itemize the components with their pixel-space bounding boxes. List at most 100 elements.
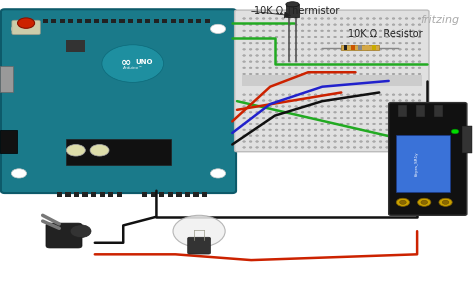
Circle shape <box>346 129 349 131</box>
Circle shape <box>314 105 317 107</box>
Circle shape <box>262 61 265 62</box>
Circle shape <box>282 147 284 148</box>
Circle shape <box>360 49 363 50</box>
Circle shape <box>308 73 310 75</box>
Circle shape <box>282 135 284 136</box>
Circle shape <box>282 18 284 19</box>
Circle shape <box>320 135 323 136</box>
Circle shape <box>392 73 395 75</box>
Circle shape <box>399 67 401 69</box>
Circle shape <box>249 67 252 69</box>
Circle shape <box>243 147 246 148</box>
Circle shape <box>320 123 323 125</box>
Circle shape <box>334 94 337 96</box>
Bar <box>286 4 299 17</box>
Circle shape <box>405 117 408 119</box>
Circle shape <box>418 100 421 101</box>
Circle shape <box>360 129 363 131</box>
Circle shape <box>262 111 265 113</box>
Circle shape <box>288 42 291 44</box>
Circle shape <box>308 100 310 101</box>
Circle shape <box>269 61 272 62</box>
Circle shape <box>295 67 298 69</box>
Circle shape <box>308 117 310 119</box>
Circle shape <box>353 141 356 142</box>
Circle shape <box>340 105 343 107</box>
Text: ∞: ∞ <box>120 56 131 68</box>
Circle shape <box>340 141 343 142</box>
Circle shape <box>340 135 343 136</box>
Circle shape <box>314 111 317 113</box>
Circle shape <box>262 42 265 44</box>
Circle shape <box>405 49 408 50</box>
Circle shape <box>320 111 323 113</box>
Circle shape <box>385 123 388 125</box>
Text: UNO: UNO <box>136 59 153 65</box>
Circle shape <box>399 111 401 113</box>
Circle shape <box>308 18 310 19</box>
Circle shape <box>301 100 304 101</box>
Circle shape <box>255 117 258 119</box>
Circle shape <box>282 67 284 69</box>
Circle shape <box>288 61 291 62</box>
Circle shape <box>346 94 349 96</box>
Circle shape <box>411 111 414 113</box>
Circle shape <box>255 36 258 38</box>
Bar <box>111 19 116 23</box>
Circle shape <box>379 73 382 75</box>
Circle shape <box>308 123 310 125</box>
Circle shape <box>282 24 284 25</box>
Circle shape <box>405 100 408 101</box>
Bar <box>162 19 167 23</box>
Ellipse shape <box>286 2 299 7</box>
Circle shape <box>255 105 258 107</box>
Circle shape <box>275 18 278 19</box>
Circle shape <box>327 67 330 69</box>
Circle shape <box>340 73 343 75</box>
Circle shape <box>411 94 414 96</box>
Circle shape <box>418 24 421 25</box>
Circle shape <box>418 94 421 96</box>
Circle shape <box>327 111 330 113</box>
Circle shape <box>269 18 272 19</box>
Circle shape <box>366 61 369 62</box>
Bar <box>51 19 56 23</box>
Circle shape <box>327 73 330 75</box>
Circle shape <box>392 36 395 38</box>
Circle shape <box>275 123 278 125</box>
Circle shape <box>295 111 298 113</box>
Circle shape <box>308 141 310 142</box>
Circle shape <box>360 117 363 119</box>
Circle shape <box>418 55 421 56</box>
Circle shape <box>411 61 414 62</box>
Circle shape <box>373 117 375 119</box>
Circle shape <box>301 117 304 119</box>
Circle shape <box>346 111 349 113</box>
Circle shape <box>405 18 408 19</box>
Bar <box>416 105 425 117</box>
Circle shape <box>301 42 304 44</box>
Circle shape <box>288 94 291 96</box>
Circle shape <box>295 42 298 44</box>
Circle shape <box>288 135 291 136</box>
Circle shape <box>334 61 337 62</box>
Circle shape <box>269 42 272 44</box>
Circle shape <box>327 94 330 96</box>
Circle shape <box>327 117 330 119</box>
Circle shape <box>418 42 421 44</box>
Circle shape <box>243 105 246 107</box>
Circle shape <box>392 94 395 96</box>
Circle shape <box>295 141 298 142</box>
Circle shape <box>373 73 375 75</box>
Circle shape <box>340 61 343 62</box>
Circle shape <box>411 123 414 125</box>
Text: fritzing: fritzing <box>420 15 460 25</box>
Bar <box>102 19 108 23</box>
Circle shape <box>288 105 291 107</box>
Circle shape <box>385 30 388 32</box>
Circle shape <box>243 30 246 32</box>
Circle shape <box>262 105 265 107</box>
Circle shape <box>320 94 323 96</box>
Circle shape <box>243 18 246 19</box>
Circle shape <box>340 24 343 25</box>
